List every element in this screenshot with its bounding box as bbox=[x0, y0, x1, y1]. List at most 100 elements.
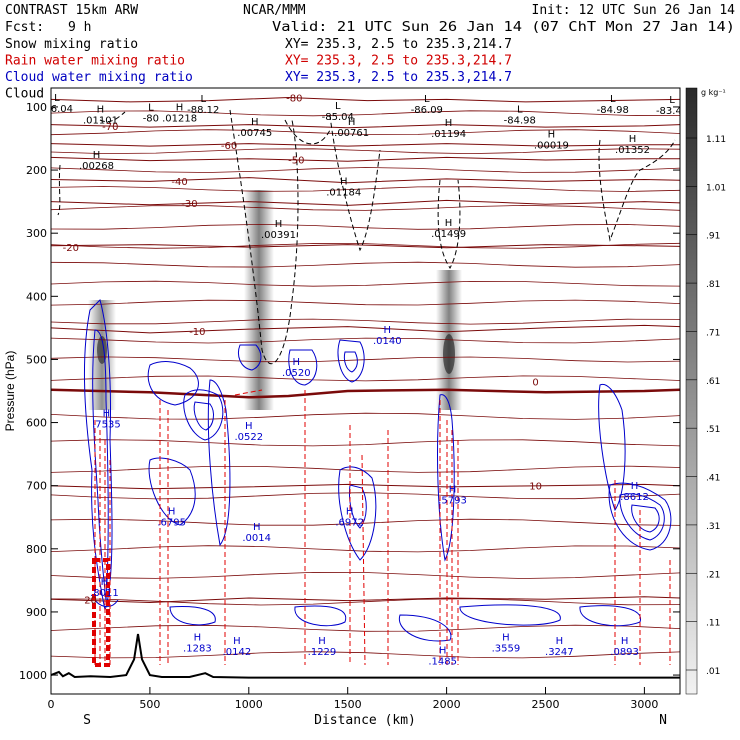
extremum-value: .3247 bbox=[545, 647, 574, 658]
colorbar-tick-label: 1.01 bbox=[706, 183, 726, 193]
cloud-ice-extremum: H.01101 bbox=[83, 104, 118, 126]
extremum-value: .0522 bbox=[234, 432, 263, 443]
cloud-ice-extremum: H.01499 bbox=[431, 218, 466, 240]
isotherm-line bbox=[51, 177, 680, 184]
extremum-value: .0140 bbox=[373, 336, 402, 347]
extremum-value: .6972 bbox=[335, 517, 364, 528]
water-contour bbox=[459, 604, 561, 626]
x-end-label-south: S bbox=[83, 713, 91, 728]
x-tick-label: 1500 bbox=[334, 698, 362, 711]
water-contour bbox=[337, 339, 365, 383]
extremum-value: .8612 bbox=[620, 492, 649, 503]
ice-contour bbox=[229, 109, 299, 365]
x-tick-label: 0 bbox=[48, 698, 55, 711]
extremum-value: .00019 bbox=[534, 141, 569, 152]
y-tick-label: 1000 bbox=[19, 669, 47, 682]
isotherm-line bbox=[51, 299, 680, 306]
extremum-type: H bbox=[233, 636, 241, 647]
cloud-water-extremum: H.0520 bbox=[282, 357, 311, 379]
y-tick-label: 600 bbox=[26, 417, 47, 430]
cloud-water-extremum: H.0140 bbox=[373, 325, 402, 347]
isotherm-line bbox=[51, 143, 680, 147]
extremum-value: .0893 bbox=[610, 647, 639, 658]
extremum-type: H bbox=[556, 636, 564, 647]
cloud-water-extremum: H.8011 bbox=[90, 577, 119, 599]
y-tick-label: 700 bbox=[26, 480, 47, 493]
ice-contour bbox=[284, 119, 331, 145]
isotherm-line bbox=[51, 624, 680, 632]
extremum-value: .8011 bbox=[90, 588, 119, 599]
x-tick-label: 500 bbox=[139, 698, 160, 711]
isotherm-line bbox=[51, 598, 680, 606]
water-contour bbox=[94, 599, 119, 608]
isotherm-line bbox=[51, 110, 680, 117]
isotherm-line bbox=[51, 204, 680, 211]
cloud-water-extremum: H.1283 bbox=[183, 633, 212, 655]
extremum-value: .5793 bbox=[438, 495, 467, 506]
extremum-value: .01499 bbox=[431, 229, 466, 240]
isotherm-line bbox=[51, 148, 680, 155]
extremum-value: .01184 bbox=[326, 187, 361, 198]
extremum-type: L bbox=[148, 102, 154, 113]
water-contour bbox=[92, 329, 109, 601]
water-contour bbox=[338, 466, 377, 561]
extremum-type: H bbox=[168, 506, 176, 517]
cloud-ice-extremum: H.00391 bbox=[261, 219, 296, 241]
rain-contour bbox=[234, 389, 263, 396]
temperature-isotherms bbox=[51, 96, 680, 659]
cloud-ice-extremum: L-84.98 bbox=[504, 104, 536, 126]
extremum-type: H bbox=[439, 645, 447, 656]
extremum-value: .7535 bbox=[92, 420, 121, 431]
isotherm-line bbox=[51, 242, 680, 249]
colorbar-tick-label: .11 bbox=[706, 619, 720, 629]
cloud-water-extremum: H.3559 bbox=[492, 633, 521, 655]
y-tick-label: 800 bbox=[26, 543, 47, 556]
extremum-value: -83.47 bbox=[656, 106, 688, 117]
extremum-value: .01194 bbox=[431, 129, 466, 140]
extremum-type: H bbox=[340, 176, 348, 187]
valid-time: Valid: 21 UTC Sun 26 Jan 14 (07 ChT Mon … bbox=[272, 20, 735, 35]
field-xy: XY= 235.3, 2.5 to 235.3,214.7 bbox=[285, 70, 512, 85]
extremum-type: H bbox=[97, 104, 105, 115]
isotherm-label: -80 bbox=[286, 93, 302, 104]
cloud-ice-labels: L-86.04 H.01101L-80H.01218L-88.12H.00745L… bbox=[41, 93, 688, 241]
field-name: Rain water mixing ratio bbox=[5, 54, 185, 69]
colorbar-tick-label: .81 bbox=[706, 280, 720, 290]
cloud-water-contours bbox=[83, 299, 672, 642]
isotherm-line bbox=[51, 375, 680, 382]
model-title: CONTRAST 15km ARW bbox=[5, 3, 138, 18]
isotherm-line bbox=[51, 465, 680, 473]
ice-contour bbox=[437, 179, 461, 269]
cloud-ice-extremum: L-85.04 bbox=[322, 101, 354, 123]
water-contour bbox=[294, 605, 347, 627]
extremum-value: -86.04 bbox=[41, 104, 73, 115]
colorbar-tick-label: .21 bbox=[706, 570, 720, 580]
water-contour bbox=[619, 493, 665, 541]
colorbar-tick-label: 1.11 bbox=[706, 135, 726, 145]
isotherm-line bbox=[51, 96, 680, 103]
isotherm-label: -10 bbox=[189, 327, 205, 338]
cloud-water-extremum: H.0893 bbox=[610, 636, 639, 658]
cloud-water-extremum: H.0142 bbox=[223, 636, 252, 658]
extremum-value: .01101 bbox=[83, 115, 118, 126]
cloud-water-extremum: H.3247 bbox=[545, 636, 574, 658]
water-contour bbox=[398, 614, 452, 642]
extremum-type: H bbox=[445, 118, 453, 129]
cloud-ice-extremum: H.01194 bbox=[431, 118, 466, 140]
ice-contour bbox=[329, 114, 381, 252]
extremum-type: H bbox=[245, 421, 253, 432]
isotherm-line bbox=[51, 337, 680, 344]
x-tick-label: 2500 bbox=[531, 698, 559, 711]
y-tick-label: 900 bbox=[26, 606, 47, 619]
cloud-ice-extremum: H.00761 bbox=[334, 117, 369, 139]
cloud-ice-extremum: L-83.47 bbox=[656, 95, 688, 117]
water-contour bbox=[147, 361, 199, 406]
extremum-value: .0520 bbox=[282, 368, 311, 379]
extremum-value: .0014 bbox=[242, 533, 271, 544]
water-contour bbox=[437, 394, 455, 562]
colorbar-tick-label: .91 bbox=[706, 232, 720, 242]
cloud-water-extremum: H.6972 bbox=[335, 506, 364, 528]
extremum-type: H bbox=[449, 484, 457, 495]
